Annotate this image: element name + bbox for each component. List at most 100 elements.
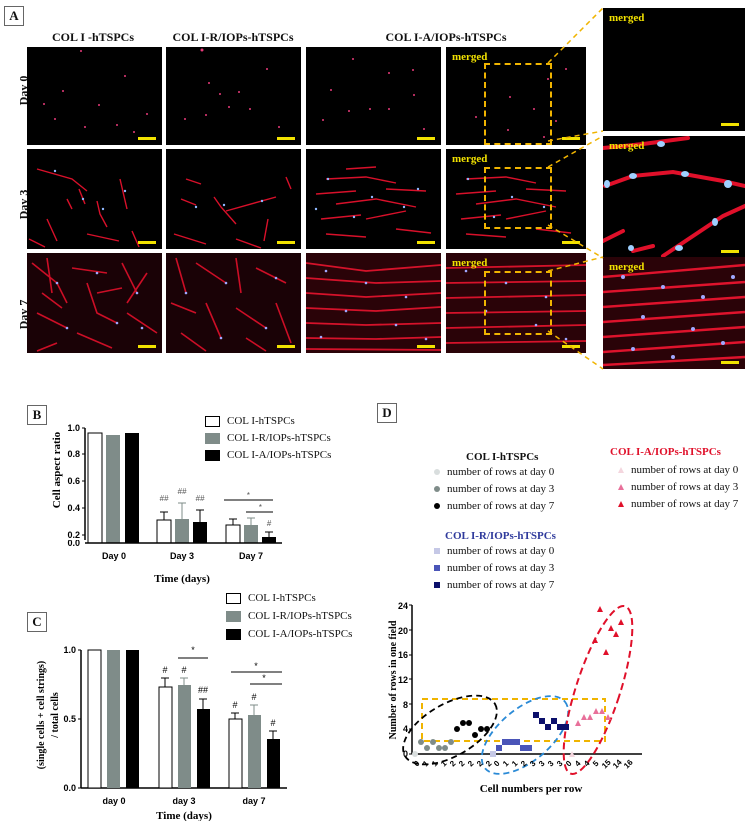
svg-text:0.0: 0.0 bbox=[63, 783, 76, 793]
inset-day3-merged: merged bbox=[603, 136, 745, 258]
ellipse-col-i bbox=[402, 694, 498, 766]
circle-marker-icon bbox=[434, 486, 440, 492]
bar-c-day7-col-i-a bbox=[267, 739, 280, 788]
bar-c-day3-col-i-a bbox=[197, 709, 210, 788]
legend-swatch-black bbox=[226, 628, 241, 640]
scale-bar bbox=[721, 361, 739, 364]
svg-text:##: ## bbox=[196, 494, 205, 503]
svg-text:1.0: 1.0 bbox=[63, 645, 76, 655]
svg-text:8: 8 bbox=[403, 700, 408, 710]
chart-c-single-cells-ratio: (single cells + cell strings) / total ce… bbox=[36, 645, 287, 821]
scale-bar bbox=[277, 345, 295, 348]
svg-text:day 7: day 7 bbox=[242, 796, 265, 806]
svg-text:0.2: 0.2 bbox=[67, 530, 80, 540]
svg-text:(single cells + cell strings): (single cells + cell strings) bbox=[36, 661, 47, 769]
cell-dots bbox=[475, 68, 567, 138]
svg-text:0: 0 bbox=[564, 759, 574, 769]
circle-marker-icon bbox=[434, 469, 440, 475]
ellipse-col-i-a bbox=[562, 605, 634, 775]
bar-b-day0-col-i bbox=[87, 432, 103, 544]
actin-fibers bbox=[173, 176, 292, 249]
scale-bar bbox=[138, 241, 156, 244]
zoom-region-box bbox=[484, 167, 552, 229]
bar-c-day3-col-i bbox=[158, 686, 173, 789]
chart-c-xlabel: Time (days) bbox=[156, 810, 212, 821]
micrograph-day3-col-i bbox=[27, 149, 162, 249]
micrograph-day3-merged[interactable]: merged bbox=[446, 149, 586, 249]
bar-c-day3-col-i-r bbox=[178, 685, 191, 788]
scale-bar bbox=[138, 345, 156, 348]
legend-b-col-i-r: COL I-R/IOPs-hTSPCs bbox=[205, 432, 331, 444]
svg-text:0: 0 bbox=[403, 749, 408, 759]
svg-text:#: # bbox=[232, 700, 237, 710]
micrograph-day0-merged[interactable]: merged bbox=[446, 47, 586, 145]
circle-marker-icon bbox=[434, 503, 440, 509]
col-title-col-i: COL I -hTSPCs bbox=[51, 30, 135, 44]
scale-bar bbox=[562, 137, 580, 140]
bar-b-day0-col-i-r bbox=[106, 435, 120, 543]
svg-text:#: # bbox=[162, 665, 167, 675]
legend-swatch-gray bbox=[226, 610, 241, 622]
micrograph-day0-col-i bbox=[27, 47, 162, 145]
bar-b-day7-col-i-a bbox=[262, 537, 276, 543]
zoom-connector-lines bbox=[547, 7, 604, 370]
micrograph-day0-col-i-a bbox=[306, 47, 441, 145]
scale-bar bbox=[417, 345, 435, 348]
legend-swatch-gray bbox=[205, 432, 220, 444]
svg-text:1: 1 bbox=[510, 759, 520, 769]
triangle-marker-icon bbox=[618, 501, 624, 507]
svg-text:16: 16 bbox=[398, 650, 408, 660]
triangle-marker-icon bbox=[618, 467, 624, 473]
legend-swatch-white bbox=[226, 592, 241, 604]
svg-text:2: 2 bbox=[484, 759, 494, 769]
merged-label: merged bbox=[452, 153, 488, 165]
svg-text:*: * bbox=[191, 645, 195, 655]
svg-text:4: 4 bbox=[573, 759, 583, 769]
zoom-region-box bbox=[484, 271, 552, 335]
zoom-region-box bbox=[484, 63, 552, 145]
svg-text:*: * bbox=[262, 673, 266, 683]
svg-text:12: 12 bbox=[398, 675, 408, 685]
triangle-marker-icon bbox=[618, 484, 624, 490]
svg-text:0: 0 bbox=[492, 759, 502, 769]
micrograph-day7-merged[interactable]: merged bbox=[446, 253, 586, 353]
scale-bar bbox=[721, 123, 739, 126]
merged-label: merged bbox=[609, 140, 645, 152]
svg-text:2: 2 bbox=[466, 759, 476, 769]
bar-c-day0-col-i-a bbox=[126, 650, 139, 788]
svg-text:#: # bbox=[267, 519, 272, 528]
micrograph-day7-col-i bbox=[27, 253, 162, 353]
micrograph-day3-col-i-a bbox=[306, 149, 441, 249]
actin-fibers bbox=[446, 264, 586, 344]
panel-d-label: D bbox=[377, 403, 397, 423]
svg-text:1: 1 bbox=[501, 759, 511, 769]
svg-text:2: 2 bbox=[457, 759, 467, 769]
chart-c-yticks: 1.0 0.5 0.0 bbox=[63, 645, 76, 793]
actin-fibers bbox=[314, 166, 432, 238]
svg-text:Day 0: Day 0 bbox=[102, 551, 126, 561]
highlight-box bbox=[421, 698, 606, 742]
legend-d-group-col-i-title: COL I-hTSPCs bbox=[466, 451, 539, 463]
svg-text:Day 7: Day 7 bbox=[239, 551, 263, 561]
legend-d-group-col-i-r-title: COL I-R/IOPs-hTSPCs bbox=[445, 530, 556, 542]
legend-b-col-i: COL I-hTSPCs bbox=[205, 415, 295, 427]
svg-text:20: 20 bbox=[398, 626, 408, 636]
actin-fibers bbox=[306, 262, 441, 351]
micrograph-day3-col-i-r bbox=[166, 149, 301, 249]
legend-c-col-i: COL I-hTSPCs bbox=[226, 592, 316, 604]
legend-d-col-i-a-day7: number of rows at day 7 bbox=[618, 498, 738, 510]
legend-d-col-i-a-day0: number of rows at day 0 bbox=[618, 464, 738, 476]
merged-label: merged bbox=[452, 51, 488, 63]
svg-text:#: # bbox=[270, 718, 275, 728]
svg-text:/ total cells: / total cells bbox=[50, 692, 61, 739]
merged-label: merged bbox=[609, 12, 645, 24]
micrograph-day7-col-i-r bbox=[166, 253, 301, 353]
chart-d-ylabel: Number of rows in one field bbox=[388, 620, 399, 739]
svg-text:#: # bbox=[251, 692, 256, 702]
bar-c-day0-col-i-r bbox=[107, 650, 120, 788]
cell-dots bbox=[43, 50, 148, 133]
svg-text:1: 1 bbox=[430, 759, 440, 769]
chart-b-xlabel: Time (days) bbox=[154, 573, 210, 585]
svg-text:1.0: 1.0 bbox=[67, 423, 80, 433]
svg-text:0.6: 0.6 bbox=[67, 476, 80, 486]
